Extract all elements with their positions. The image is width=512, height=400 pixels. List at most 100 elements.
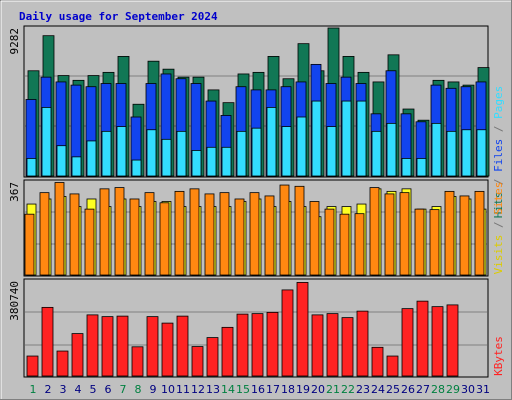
legend-part: Sites: [492, 182, 505, 215]
bar-kbytes-day-1: [26, 355, 39, 377]
bar-sites-day-10: [159, 202, 170, 276]
day-label-2: 2: [45, 383, 52, 396]
day-label-29: 29: [446, 383, 460, 396]
day-label-27: 27: [416, 383, 430, 396]
day-label-15: 15: [236, 383, 250, 396]
day-label-11: 11: [176, 383, 190, 396]
bar-pages-day-10: [161, 138, 172, 177]
chart-title: Daily usage for September 2024: [19, 10, 218, 23]
bar-kbytes-day-13: [206, 337, 219, 377]
bottom-panel-legend-label: KBytes: [492, 336, 505, 376]
bar-pages-day-20: [311, 100, 322, 177]
bar-sites-day-12: [189, 188, 200, 276]
top-panel-max-label: 9282: [8, 28, 21, 55]
bar-kbytes-day-23: [356, 310, 369, 377]
legend-part: KBytes: [492, 336, 505, 376]
bar-kbytes-day-5: [86, 314, 99, 377]
bar-pages-day-14: [221, 146, 232, 177]
bar-pages-day-25: [386, 122, 397, 177]
bar-pages-day-7: [116, 126, 127, 177]
bar-sites-day-8: [129, 198, 140, 276]
bar-sites-day-13: [204, 193, 215, 276]
bar-sites-day-2: [39, 192, 50, 276]
bar-pages-day-19: [296, 116, 307, 177]
bar-kbytes-day-4: [71, 333, 84, 377]
day-label-17: 17: [266, 383, 280, 396]
bar-sites-day-27: [414, 208, 425, 276]
bar-kbytes-day-8: [131, 346, 144, 377]
bar-pages-day-16: [251, 127, 262, 177]
day-label-26: 26: [401, 383, 415, 396]
middle-panel-legend-label: Visits / Sites: [492, 182, 505, 275]
day-label-8: 8: [135, 383, 142, 396]
day-label-13: 13: [206, 383, 220, 396]
legend-part: Hits: [492, 192, 505, 219]
legend-part: /: [492, 119, 505, 139]
bar-pages-day-5: [86, 140, 97, 177]
bar-pages-day-2: [41, 107, 52, 177]
bar-kbytes-day-21: [326, 313, 339, 377]
legend-part: Files: [492, 139, 505, 172]
bar-sites-day-22: [339, 213, 350, 276]
bar-sites-day-26: [399, 192, 410, 276]
bar-kbytes-day-10: [161, 322, 174, 377]
bar-sites-day-20: [309, 201, 320, 276]
bar-kbytes-day-20: [311, 314, 324, 377]
bar-sites-day-15: [234, 198, 245, 276]
bar-pages-day-21: [326, 126, 337, 177]
bar-kbytes-day-14: [221, 326, 234, 377]
bar-kbytes-day-2: [41, 306, 54, 377]
day-label-4: 4: [75, 383, 82, 396]
bar-pages-day-23: [356, 100, 367, 177]
day-label-1: 1: [30, 383, 37, 396]
bar-pages-day-12: [191, 150, 202, 177]
bar-pages-day-24: [371, 130, 382, 177]
bar-kbytes-day-15: [236, 313, 249, 377]
bar-sites-day-31: [474, 190, 485, 276]
day-labels: 1 2 3 4 5 6 7 8 9 10 11 12 13 14 15 16 17 18 19 20 21 22 23 24 2…: [30, 383, 491, 396]
day-label-5: 5: [90, 383, 97, 396]
bar-kbytes-day-9: [146, 316, 159, 377]
bar-kbytes-day-17: [266, 311, 279, 377]
bar-layer: [24, 27, 490, 377]
bar-pages-day-11: [176, 130, 187, 177]
day-label-6: 6: [105, 383, 112, 396]
bar-pages-day-6: [101, 130, 112, 177]
day-label-28: 28: [431, 383, 445, 396]
bar-kbytes-day-7: [116, 315, 129, 377]
day-label-19: 19: [296, 383, 310, 396]
bar-pages-day-17: [266, 107, 277, 177]
bar-pages-day-1: [26, 158, 37, 177]
bar-sites-day-11: [174, 190, 185, 276]
bar-sites-day-21: [324, 208, 335, 276]
day-label-18: 18: [281, 383, 295, 396]
bar-kbytes-day-6: [101, 316, 114, 377]
bar-sites-day-3: [54, 182, 65, 276]
bottom-panel-max-label: 380740: [8, 281, 21, 321]
day-label-7: 7: [120, 383, 127, 396]
bar-sites-day-23: [354, 213, 365, 276]
bar-pages-day-8: [131, 159, 142, 177]
legend-part: /: [492, 215, 505, 235]
bar-sites-day-25: [384, 193, 395, 276]
bar-sites-day-4: [69, 193, 80, 276]
bar-kbytes-day-26: [401, 308, 414, 377]
legend-part: Visits: [492, 235, 505, 275]
bar-pages-day-31: [476, 129, 487, 177]
bar-pages-day-26: [401, 158, 412, 177]
bar-kbytes-day-28: [431, 306, 444, 377]
day-label-10: 10: [161, 383, 175, 396]
bar-pages-day-30: [461, 129, 472, 177]
day-label-21: 21: [326, 383, 340, 396]
bar-kbytes-day-24: [371, 346, 384, 377]
bar-kbytes-day-19: [296, 282, 309, 377]
bar-pages-day-27: [416, 158, 427, 177]
bar-sites-day-6: [99, 188, 110, 276]
day-label-9: 9: [150, 383, 157, 396]
bar-pages-day-29: [446, 130, 457, 177]
bar-pages-day-9: [146, 129, 157, 177]
day-label-20: 20: [311, 383, 325, 396]
day-label-24: 24: [371, 383, 385, 396]
bar-sites-day-30: [459, 195, 470, 276]
bar-pages-day-18: [281, 126, 292, 177]
